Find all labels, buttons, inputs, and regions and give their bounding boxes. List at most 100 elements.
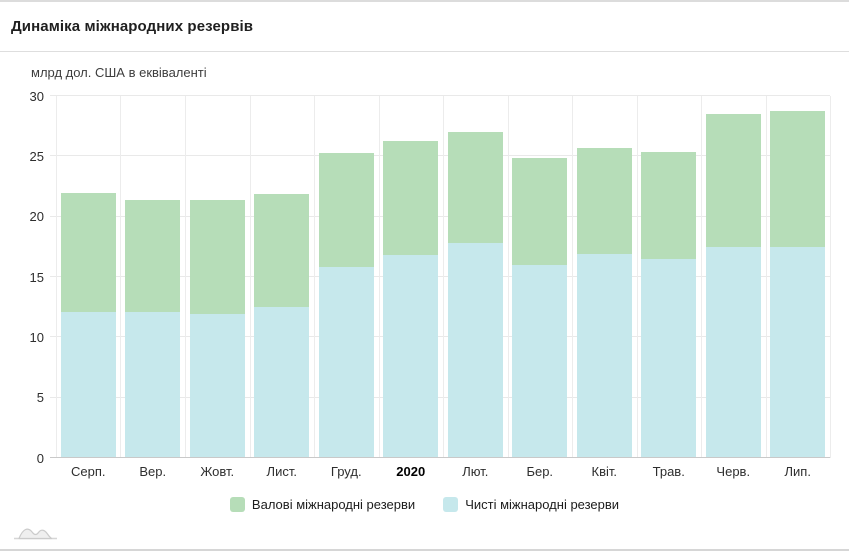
x-axis-tick-label: Груд. [330, 464, 362, 479]
x-axis-labels: Серп. Вер. Жовт. Лист. Груд. 2020 Лют. Бер. Квіт… [56, 464, 830, 479]
legend-swatch-icon [229, 497, 245, 512]
bar-segment-gross-reserves[interactable] [60, 192, 116, 312]
bar-segment-net-reserves[interactable] [318, 267, 374, 458]
stacked-bar[interactable] [641, 151, 697, 458]
gridline-horizontal [50, 155, 830, 157]
chart-header: Динаміка міжнародних резервів [0, 2, 849, 52]
gridline-vertical [120, 96, 122, 458]
gridline-vertical [378, 96, 380, 458]
bar-segment-gross-reserves[interactable] [125, 199, 181, 312]
stacked-bar[interactable] [60, 192, 116, 458]
stacked-bar[interactable] [447, 132, 503, 458]
legend-item[interactable]: Чисті міжнародні резерви [443, 497, 619, 512]
gridline-vertical [830, 96, 831, 458]
bar-segment-gross-reserves[interactable] [641, 151, 697, 259]
y-axis-tick-label: 5 [36, 390, 44, 406]
y-axis-tick-label: 25 [29, 148, 44, 164]
bar-segment-net-reserves[interactable] [576, 254, 632, 458]
bar-segment-gross-reserves[interactable] [447, 132, 503, 244]
stacked-bar[interactable] [189, 199, 245, 458]
x-axis-tick-label: Квіт. [591, 464, 618, 479]
gridline-horizontal [50, 215, 830, 217]
stacked-bar[interactable] [705, 114, 761, 458]
bar-segment-net-reserves[interactable] [254, 307, 310, 458]
bar-segment-net-reserves[interactable] [189, 314, 245, 458]
x-axis-tick-label: Лют. [462, 464, 489, 479]
bar-segment-gross-reserves[interactable] [254, 193, 310, 308]
bar-segment-net-reserves[interactable] [641, 258, 697, 458]
bar-segment-gross-reserves[interactable] [576, 147, 632, 255]
gridline-vertical [249, 96, 251, 458]
bar-segment-net-reserves[interactable] [770, 246, 826, 458]
bar-segment-gross-reserves[interactable] [705, 114, 761, 247]
legend-item[interactable]: Валові міжнародні резерви [229, 497, 416, 512]
gridline-horizontal [50, 336, 830, 338]
x-axis-tick-label: Лип. [784, 464, 811, 479]
bar-column-Вер [120, 96, 184, 458]
x-axis-tick-label: Серп. [71, 464, 106, 479]
bar-column-Черв [701, 96, 765, 458]
gridline-vertical [636, 96, 638, 458]
bar-segment-net-reserves[interactable] [125, 312, 181, 458]
bar-column-Лист [250, 96, 314, 458]
stacked-bar[interactable] [318, 152, 374, 458]
stacked-bar[interactable] [576, 147, 632, 458]
gridline-horizontal [50, 95, 830, 96]
bar-segment-net-reserves[interactable] [512, 264, 568, 458]
stacked-bar[interactable] [512, 157, 568, 458]
bar-column-Жовт [185, 96, 249, 458]
amcharts-logo-icon[interactable] [12, 522, 59, 542]
x-axis-tick-label: Черв. [716, 464, 751, 479]
x-axis-baseline [50, 457, 830, 458]
bar-column-Лип [766, 96, 830, 458]
stacked-bar[interactable] [770, 110, 826, 458]
y-axis-tick-label: 30 [29, 88, 44, 104]
y-axis-unit-label: млрд дол. США в еквіваленті [31, 65, 207, 80]
x-axis-tick-label: Жовт. [200, 464, 235, 479]
bar-column-Квіт [572, 96, 636, 458]
gridline-vertical [313, 96, 315, 458]
plot-area [50, 95, 831, 458]
gridline-vertical [701, 96, 702, 458]
legend-label: Валові міжнародні резерви [251, 497, 416, 512]
x-axis-tick-label: Вер. [139, 464, 167, 479]
x-axis-tick-label: 2020 [396, 464, 426, 479]
bar-segment-net-reserves[interactable] [60, 312, 116, 458]
x-axis-tick-label: Лист. [266, 464, 297, 479]
gridline-vertical [765, 96, 767, 458]
bar-segment-gross-reserves[interactable] [512, 157, 568, 265]
bar-segment-net-reserves[interactable] [383, 255, 439, 458]
chart-region: млрд дол. США в еквіваленті Серп. Вер. Жов… [0, 52, 849, 549]
stacked-bar[interactable] [125, 199, 181, 458]
bar-column-Лют [443, 96, 507, 458]
bar-segment-net-reserves[interactable] [447, 243, 503, 458]
y-axis-tick-label: 15 [29, 269, 44, 285]
page-title: Динаміка міжнародних резервів [11, 18, 254, 35]
bar-segment-gross-reserves[interactable] [383, 140, 439, 256]
y-axis-tick-label: 10 [29, 329, 44, 345]
gridline-vertical [507, 96, 509, 458]
bar-segment-gross-reserves[interactable] [770, 110, 826, 247]
bar-segment-gross-reserves[interactable] [318, 152, 374, 268]
bar-column-Серп [56, 96, 120, 458]
stacked-bar[interactable] [254, 193, 310, 458]
gridline-vertical [571, 96, 573, 458]
x-axis-tick-label: Трав. [652, 464, 685, 479]
bar-column-Трав [637, 96, 701, 458]
bar-column-Бер [508, 96, 572, 458]
gridline-vertical [56, 96, 57, 458]
gridline-horizontal [50, 396, 830, 398]
bar-column-2020 [379, 96, 443, 458]
bar-segment-net-reserves[interactable] [705, 246, 761, 458]
y-axis-tick-label: 0 [36, 450, 44, 466]
bar-segment-gross-reserves[interactable] [189, 199, 245, 315]
gridline-horizontal [50, 276, 830, 277]
x-axis-tick-label: Бер. [526, 464, 554, 479]
stacked-bar[interactable] [383, 140, 439, 458]
legend-label: Чисті міжнародні резерви [465, 497, 620, 512]
gridline-vertical [443, 96, 444, 458]
chart-legend: Валові міжнародні резерви Чисті міжнародн… [0, 497, 849, 512]
bar-column-Груд [314, 96, 378, 458]
legend-swatch-icon [443, 497, 459, 512]
